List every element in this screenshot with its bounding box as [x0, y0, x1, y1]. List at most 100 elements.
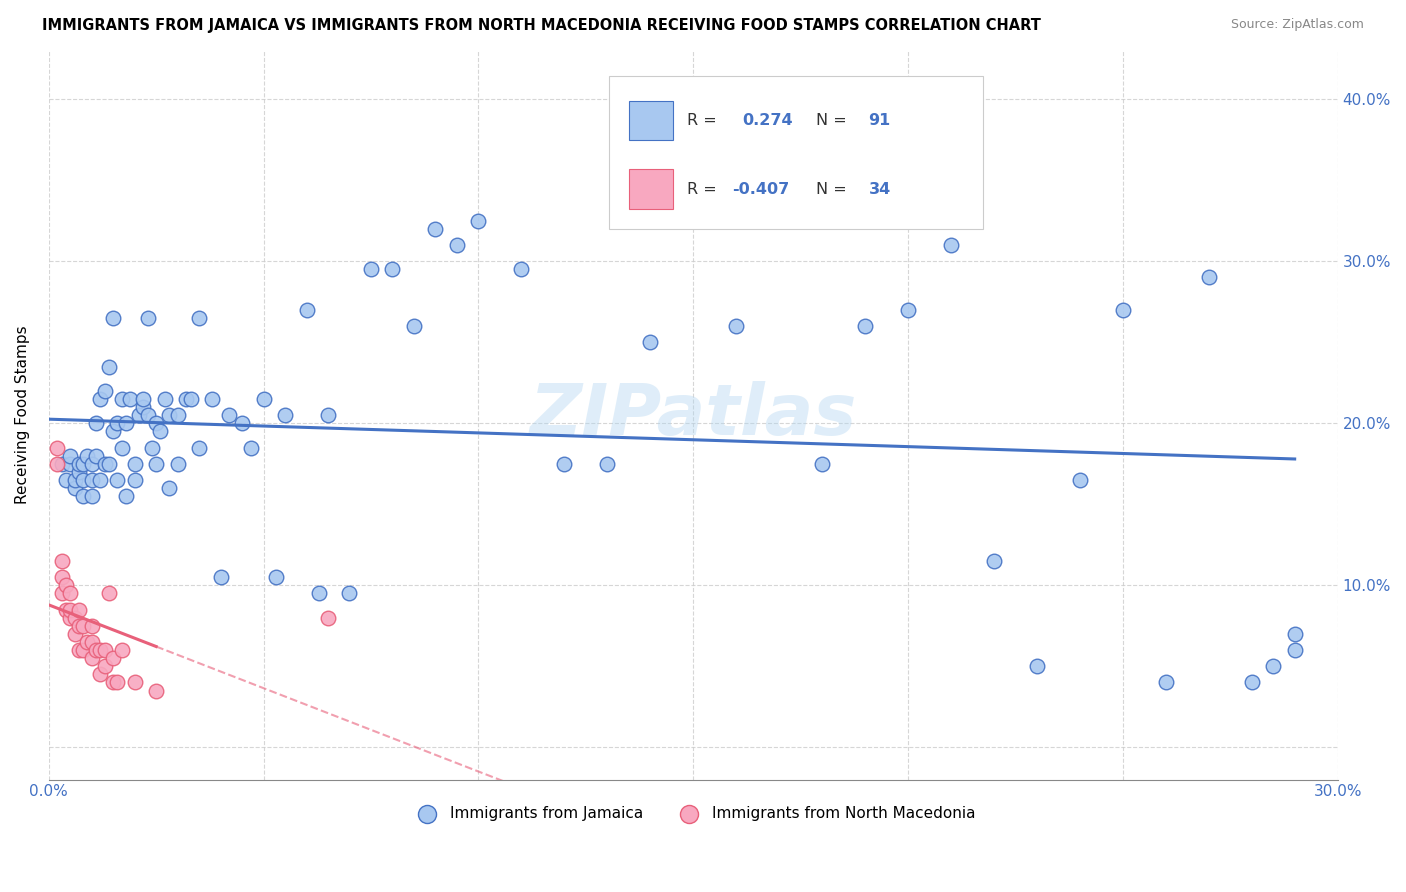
Point — [1240, 675, 1263, 690]
Point — [76, 635, 98, 649]
Point — [174, 392, 197, 406]
Point — [59, 610, 82, 624]
Point — [145, 683, 167, 698]
Point — [80, 457, 103, 471]
Point — [89, 392, 111, 406]
Point — [103, 425, 125, 439]
Point — [89, 643, 111, 657]
Point — [80, 651, 103, 665]
Point — [107, 416, 129, 430]
Point — [63, 627, 86, 641]
Point — [93, 643, 115, 657]
Point — [51, 457, 73, 471]
Point — [72, 643, 94, 657]
Point — [72, 618, 94, 632]
Point — [157, 408, 180, 422]
Point — [510, 262, 533, 277]
Point — [252, 392, 274, 406]
Point — [1154, 675, 1177, 690]
Point — [51, 570, 73, 584]
Point — [67, 618, 90, 632]
FancyBboxPatch shape — [628, 169, 672, 209]
Point — [67, 643, 90, 657]
Point — [425, 222, 447, 236]
Point — [316, 610, 339, 624]
Point — [72, 473, 94, 487]
Point — [239, 441, 262, 455]
Point — [1284, 627, 1306, 641]
Point — [115, 489, 138, 503]
Text: IMMIGRANTS FROM JAMAICA VS IMMIGRANTS FROM NORTH MACEDONIA RECEIVING FOOD STAMPS: IMMIGRANTS FROM JAMAICA VS IMMIGRANTS FR… — [42, 18, 1040, 33]
Point — [84, 416, 107, 430]
FancyBboxPatch shape — [609, 76, 983, 229]
Point — [72, 489, 94, 503]
Point — [80, 635, 103, 649]
Text: R =: R = — [686, 113, 721, 128]
Point — [274, 408, 297, 422]
Point — [124, 457, 146, 471]
Point — [63, 481, 86, 495]
Point — [84, 449, 107, 463]
Point — [553, 457, 575, 471]
Point — [316, 408, 339, 422]
Point — [97, 457, 120, 471]
Point — [402, 319, 425, 334]
Point — [80, 473, 103, 487]
Point — [231, 416, 253, 430]
Point — [93, 384, 115, 398]
Point — [768, 141, 790, 155]
Point — [145, 457, 167, 471]
Point — [381, 262, 404, 277]
Point — [136, 408, 159, 422]
Point — [59, 586, 82, 600]
Point — [145, 416, 167, 430]
Point — [111, 392, 134, 406]
Point — [46, 441, 69, 455]
Point — [983, 554, 1005, 568]
Point — [67, 457, 90, 471]
Point — [124, 473, 146, 487]
Point — [59, 602, 82, 616]
Point — [51, 586, 73, 600]
Point — [55, 473, 77, 487]
Point — [467, 213, 489, 227]
Text: ZIPatlas: ZIPatlas — [530, 381, 856, 450]
Point — [103, 651, 125, 665]
Point — [124, 675, 146, 690]
Point — [1025, 659, 1047, 673]
Point — [446, 238, 468, 252]
Point — [1284, 643, 1306, 657]
Point — [55, 578, 77, 592]
Point — [107, 473, 129, 487]
Point — [63, 473, 86, 487]
Point — [97, 586, 120, 600]
Point — [141, 441, 163, 455]
Point — [55, 602, 77, 616]
Point — [308, 586, 330, 600]
Point — [120, 392, 142, 406]
Point — [1198, 270, 1220, 285]
Point — [80, 618, 103, 632]
Point — [97, 359, 120, 374]
Point — [209, 570, 232, 584]
Point — [1263, 659, 1285, 673]
Point — [1112, 302, 1135, 317]
Point — [59, 457, 82, 471]
Point — [853, 319, 876, 334]
Point — [180, 392, 202, 406]
Point — [93, 457, 115, 471]
Point — [93, 659, 115, 673]
Point — [59, 449, 82, 463]
Text: 0.274: 0.274 — [742, 113, 793, 128]
Point — [339, 586, 361, 600]
Point — [72, 457, 94, 471]
Point — [103, 675, 125, 690]
Point — [360, 262, 382, 277]
Point — [132, 392, 155, 406]
FancyBboxPatch shape — [628, 101, 672, 140]
Point — [218, 408, 240, 422]
Point — [897, 302, 920, 317]
Point — [46, 457, 69, 471]
Y-axis label: Receiving Food Stamps: Receiving Food Stamps — [15, 326, 30, 505]
Point — [84, 643, 107, 657]
